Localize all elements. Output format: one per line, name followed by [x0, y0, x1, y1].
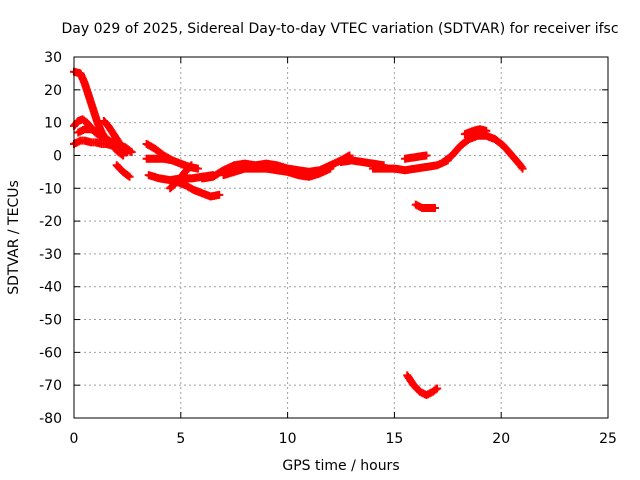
series-arc-6 [112, 161, 134, 181]
x-axis-title: GPS time / hours [282, 458, 399, 474]
series-arc-17 [439, 131, 527, 173]
grid [74, 57, 608, 418]
y-tick-label: 20 [44, 83, 62, 99]
series-arc-18 [460, 125, 491, 139]
y-tick-label: -30 [39, 247, 62, 263]
data-point-marker [430, 203, 439, 212]
series-arc-4 [74, 125, 128, 160]
data-point-marker [422, 151, 431, 160]
y-tick-label: -40 [39, 280, 62, 296]
x-tick-label: 0 [70, 431, 79, 447]
series-arc-8 [142, 154, 177, 165]
data-point-marker [186, 162, 195, 171]
x-tick-label: 15 [385, 431, 403, 447]
y-axis-title: SDTVAR / TECUs [6, 180, 22, 295]
data-point-marker [215, 190, 224, 199]
x-tick-label: 25 [599, 431, 617, 447]
x-tick-label: 10 [279, 431, 297, 447]
data-point-marker [517, 162, 526, 171]
y-tick-label: 30 [44, 50, 62, 66]
y-tick-label: -10 [39, 181, 62, 197]
ticks: 0 5 10 15 20 25 30 20 10 0 -10 -20 -30 -40 -50 -60 -70 -8… [39, 50, 617, 447]
y-tick-label: -80 [39, 411, 62, 427]
data-point-marker [431, 385, 440, 394]
y-tick-label: -60 [39, 345, 62, 361]
y-tick-label: 10 [44, 116, 62, 132]
data-point-marker [193, 164, 202, 173]
y-tick-label: -50 [39, 313, 62, 329]
y-tick-label: -20 [39, 214, 62, 230]
y-tick-label: -70 [39, 378, 62, 394]
chart-title: Day 029 of 2025, Sidereal Day-to-day VTE… [61, 21, 618, 37]
data-point-marker [433, 384, 442, 393]
data-point-marker [482, 126, 491, 135]
plot-frame [73, 56, 609, 419]
series-arc-13 [219, 164, 335, 181]
data-points [70, 67, 527, 400]
x-tick-label: 5 [176, 431, 185, 447]
data-point-marker [518, 164, 527, 173]
data-point-marker [326, 164, 335, 173]
data-point-marker [123, 148, 132, 157]
data-point-marker [187, 161, 196, 170]
data-point-marker [119, 151, 128, 160]
data-point-marker [125, 172, 134, 181]
data-point-marker [122, 147, 131, 156]
series-arc-19 [411, 200, 439, 212]
series-arc-5 [99, 116, 132, 157]
y-tick-label: 0 [53, 148, 62, 164]
x-tick-label: 20 [492, 431, 510, 447]
series-arc-11 [172, 177, 224, 201]
data-point-marker [168, 156, 177, 165]
series-arc-16 [401, 151, 431, 163]
series-arc-20 [403, 371, 442, 400]
